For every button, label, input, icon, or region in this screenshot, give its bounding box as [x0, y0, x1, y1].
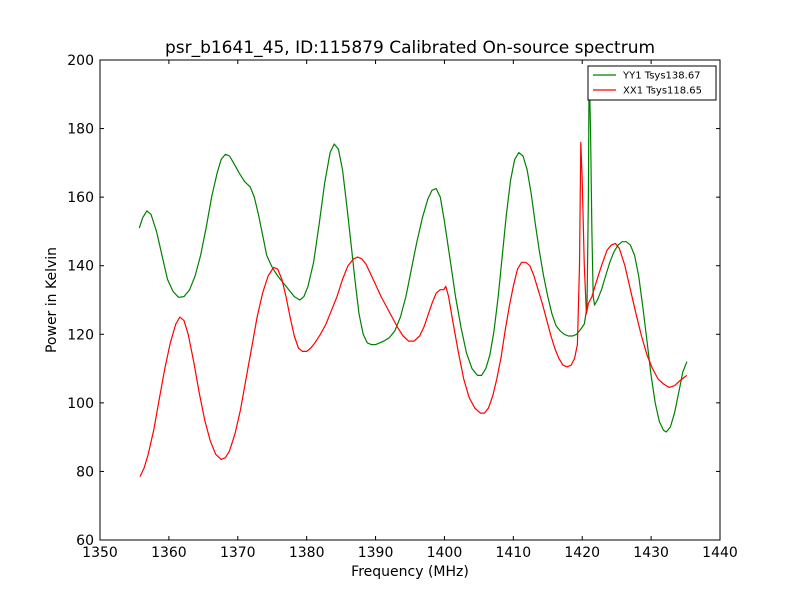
y-tick-label: 60	[76, 533, 94, 549]
x-tick-label: 1400	[427, 545, 463, 561]
legend-box	[587, 65, 717, 101]
y-axis-label: Power in Kelvin	[44, 247, 60, 353]
y-tick-label: 200	[67, 53, 94, 69]
x-tick-label: 1370	[220, 545, 256, 561]
x-tick-label: 1380	[289, 545, 325, 561]
y-tick-label: 80	[76, 464, 94, 480]
y-tick-label: 100	[67, 396, 94, 412]
x-tick-label: 1390	[358, 545, 394, 561]
y-tick-label: 140	[67, 259, 94, 275]
y-tick-label: 120	[67, 327, 94, 343]
x-tick-label: 1350	[82, 545, 118, 561]
series-line-1	[139, 141, 688, 477]
x-tick-label: 1360	[151, 545, 187, 561]
series-layer	[138, 66, 688, 477]
x-tick-label: 1420	[564, 545, 600, 561]
x-tick-label: 1430	[633, 545, 669, 561]
legend: YY1 Tsys138.67 XX1 Tsys118.65	[587, 65, 717, 101]
series-line-0	[138, 66, 688, 433]
y-tick-label: 160	[67, 190, 94, 206]
x-axis-label: Frequency (MHz)	[351, 564, 469, 580]
x-axis-ticks: 1350 1360 1370 1380 1390 1400 1410 1420 1430 1440	[82, 60, 738, 561]
y-tick-label: 180	[67, 122, 94, 138]
plot-frame	[99, 59, 721, 541]
x-tick-label: 1410	[496, 545, 532, 561]
y-axis-ticks: 60 80 100 120 140 160 180 200	[67, 53, 720, 549]
x-tick-label: 1440	[702, 545, 738, 561]
chart-title: psr_b1641_45, ID:115879 Calibrated On-so…	[165, 38, 655, 58]
legend-label-xx1: XX1 Tsys118.65	[623, 86, 702, 97]
legend-label-yy1: YY1 Tsys138.67	[622, 71, 701, 82]
